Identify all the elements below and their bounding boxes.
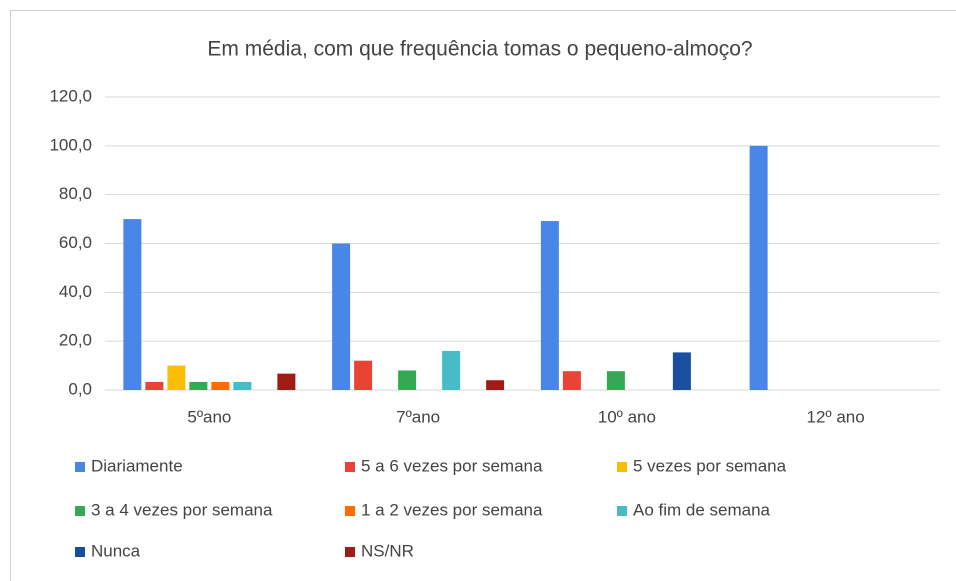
x-tick-label: 10º ano <box>598 407 656 426</box>
bar <box>332 243 351 390</box>
bar <box>672 352 691 390</box>
bar <box>354 360 373 390</box>
legend-label: NS/NR <box>361 541 414 560</box>
bar <box>562 371 581 390</box>
legend-label: 5 vezes por semana <box>633 456 787 475</box>
x-tick-label: 7ºano <box>396 407 440 426</box>
x-tick-label: 5ºano <box>187 407 231 426</box>
legend-swatch <box>75 506 85 516</box>
legend-label: Diariamente <box>91 456 183 475</box>
bar <box>606 371 625 390</box>
chart-frame <box>10 10 956 581</box>
bar <box>486 380 505 390</box>
bar <box>398 370 417 390</box>
bar <box>277 373 296 390</box>
y-tick-label: 20,0 <box>59 331 92 350</box>
y-tick-label: 120,0 <box>49 86 92 105</box>
legend-label: 1 a 2 vezes por semana <box>361 500 543 519</box>
bar <box>123 219 142 390</box>
legend-label: Nunca <box>91 541 141 560</box>
legend-swatch <box>345 506 355 516</box>
bar <box>749 145 768 390</box>
legend-swatch <box>75 462 85 472</box>
y-tick-label: 60,0 <box>59 233 92 252</box>
bar <box>540 221 559 390</box>
legend-swatch <box>75 547 85 557</box>
chart-title: Em média, com que frequência tomas o peq… <box>207 38 752 61</box>
bar <box>442 350 461 390</box>
legend-swatch <box>617 506 627 516</box>
legend-swatch <box>345 462 355 472</box>
y-tick-label: 80,0 <box>59 184 92 203</box>
legend-swatch <box>617 462 627 472</box>
bar <box>145 381 164 390</box>
y-tick-label: 0,0 <box>68 379 92 398</box>
bar <box>189 381 208 390</box>
y-tick-label: 40,0 <box>59 282 92 301</box>
legend-swatch <box>345 547 355 557</box>
legend-label: 3 a 4 vezes por semana <box>91 500 273 519</box>
y-tick-label: 100,0 <box>49 135 92 154</box>
bar <box>167 365 186 390</box>
legend-label: 5 a 6 vezes por semana <box>361 456 543 475</box>
legend-label: Ao fim de semana <box>633 500 771 519</box>
x-tick-label: 12º ano <box>807 407 865 426</box>
bar <box>211 381 230 390</box>
bar <box>233 381 252 390</box>
